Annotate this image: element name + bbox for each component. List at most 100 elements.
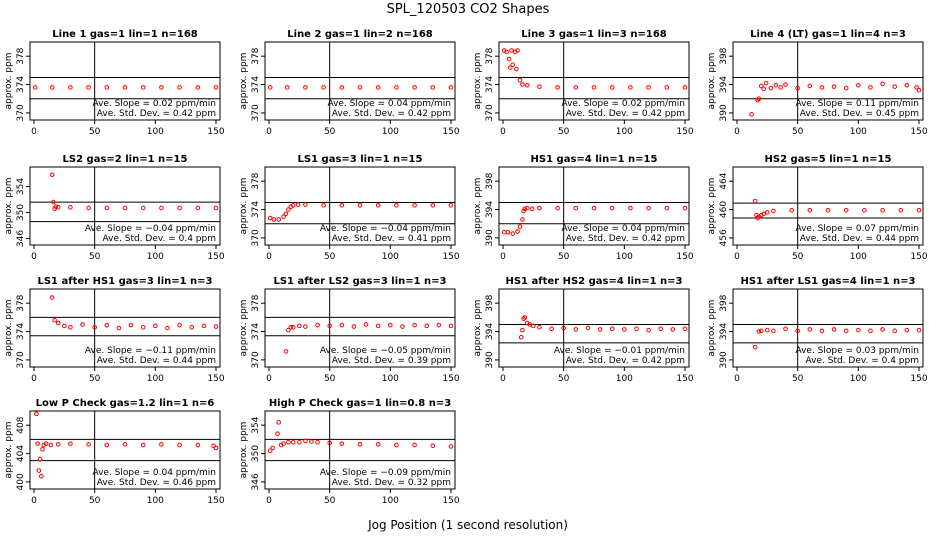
panel-title: Line 4 (LT) gas=1 lin=4 n=3 [750, 29, 906, 40]
stddev-annotation: Ave. Std. Dev. = 0.4 ppm [103, 234, 216, 244]
slope-annotation: Ave. Slope = 0.02 ppm/min [92, 99, 216, 109]
data-point [104, 322, 110, 328]
x-tick-label: 0 [31, 496, 37, 506]
data-point [628, 85, 633, 90]
data-point [658, 326, 664, 332]
y-axis-label: approx. ppm [239, 178, 249, 235]
data-point [177, 322, 182, 328]
x-tick-label: 0 [31, 252, 37, 262]
panel-title: Line 2 gas=1 lin=2 n=168 [287, 29, 433, 40]
data-point [591, 205, 597, 211]
data-point [86, 85, 91, 90]
data-point [303, 85, 308, 90]
data-point [53, 204, 59, 209]
data-point [585, 325, 591, 331]
x-tick-label: 100 [147, 127, 164, 137]
data-point [752, 344, 758, 350]
data-point [140, 324, 146, 330]
data-point [795, 85, 800, 91]
chart-panel: Line 1 gas=1 lin=1 n=168 0 50 100 150 370 374 3… [4, 29, 225, 137]
data-point [505, 229, 511, 235]
data-point [297, 439, 302, 445]
data-point [507, 65, 513, 70]
slope-annotation: Ave. Slope = 0.03 ppm/min [795, 346, 919, 356]
slope-annotation: Ave. Slope = 0.04 ppm/min [327, 99, 451, 109]
y-axis-label: approx. ppm [4, 300, 14, 357]
data-point [375, 323, 381, 329]
data-point [52, 317, 57, 323]
data-point [868, 85, 873, 90]
y-axis-label: approx. ppm [473, 178, 483, 235]
chart-panel: LS1 gas=3 lin=1 n=15 0 50 100 150 370 374 378ap… [239, 154, 460, 262]
data-point [321, 85, 326, 90]
x-tick-label: 0 [266, 127, 272, 137]
panel-title: HS1 after HS2 gas=4 lin=1 n=3 [505, 276, 682, 287]
data-point [771, 328, 776, 334]
panel-frame [732, 41, 924, 121]
panel-title: Line 1 gas=1 lin=1 n=168 [52, 29, 198, 40]
data-point [201, 323, 207, 329]
chart-panel: Line 2 gas=1 lin=2 n=168 0 50 100 150 370 374 3… [239, 29, 460, 137]
data-point [321, 202, 326, 208]
data-point [412, 322, 417, 328]
y-tick-label: 398 [719, 47, 729, 64]
data-point [339, 202, 345, 208]
data-point [501, 229, 507, 235]
stddev-annotation: Ave. Std. Dev. = 0.39 ppm [332, 356, 451, 366]
data-point [122, 85, 128, 90]
data-point [400, 324, 405, 329]
data-point [914, 85, 919, 90]
data-point [448, 85, 454, 90]
data-point [68, 324, 73, 330]
data-point [916, 207, 922, 213]
y-axis-label: approx. ppm [239, 422, 249, 479]
x-tick-label: 150 [442, 374, 459, 384]
panel-title: LS1 after LS2 gas=3 lin=1 n=3 [273, 276, 446, 287]
data-point [868, 328, 873, 334]
data-point [271, 217, 277, 222]
data-point [177, 442, 182, 448]
data-point [752, 198, 758, 204]
data-point [843, 207, 849, 213]
y-tick-label: 390 [485, 229, 495, 246]
chart-panel: LS1 after HS1 gas=3 lin=1 n=3 0 50 100 150 37… [4, 276, 225, 384]
panel-title: HS1 gas=4 lin=1 n=15 [531, 154, 658, 165]
data-point [394, 85, 399, 90]
x-tick-label: 0 [266, 252, 272, 262]
y-tick-label: 398 [485, 294, 495, 311]
data-point [122, 205, 128, 211]
data-point [32, 85, 38, 90]
chart-panel: Line 3 gas=1 lin=3 n=168 0 50 100 150 370 374 3… [473, 29, 694, 137]
chart-panel: Low P Check gas=1.2 lin=1 n=6 0 50 100 150 40… [4, 398, 225, 506]
data-point [514, 66, 519, 72]
x-tick-label: 50 [89, 374, 101, 384]
data-point [510, 231, 516, 236]
data-point [771, 208, 776, 214]
slope-annotation: Ave. Slope = −0.11 ppm/min [85, 346, 216, 356]
x-tick-label: 0 [734, 252, 740, 262]
data-point [315, 439, 320, 445]
y-tick-label: 378 [485, 47, 495, 64]
chart-panel: HS1 gas=4 lin=1 n=15 0 50 100 150 390 394 398ap… [473, 154, 694, 262]
data-point [768, 85, 774, 91]
data-point [524, 205, 530, 211]
panel-title: Line 3 gas=1 lin=3 n=168 [521, 29, 667, 40]
data-point [303, 324, 308, 329]
data-point [267, 85, 273, 90]
data-point [646, 327, 651, 333]
panel-frame [29, 288, 221, 368]
x-tick-label: 150 [207, 496, 224, 506]
data-point [527, 322, 532, 327]
data-point [436, 322, 442, 328]
x-tick-label: 100 [850, 374, 867, 384]
y-tick-label: 398 [485, 172, 495, 189]
data-point [68, 85, 73, 90]
slope-annotation: Ave. Slope = −0.04 ppm/min [320, 224, 451, 234]
data-point [339, 441, 345, 446]
y-tick-label: 354 [251, 416, 261, 433]
data-point [509, 48, 514, 53]
data-point [34, 411, 39, 417]
slope-annotation: Ave. Slope = 0.04 ppm/min [92, 468, 216, 478]
slope-annotation: Ave. Slope = 0.04 ppm/min [561, 224, 685, 234]
data-point [86, 442, 91, 447]
